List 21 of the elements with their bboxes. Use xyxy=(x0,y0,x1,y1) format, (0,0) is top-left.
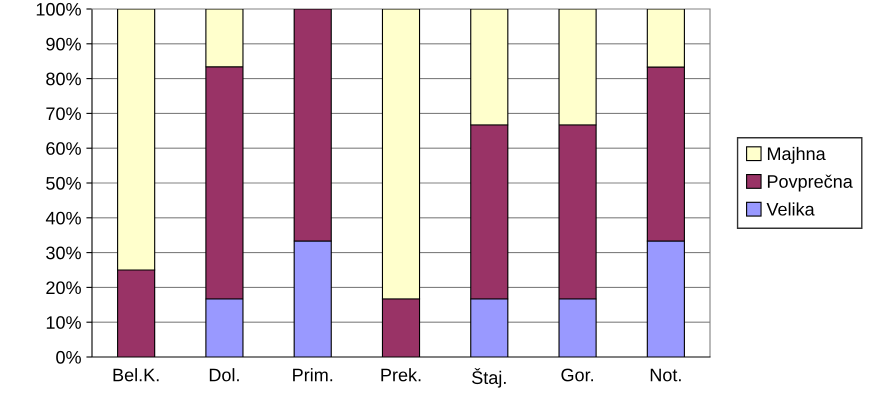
y-tick-label: 0% xyxy=(56,350,81,364)
y-tick-label: 70% xyxy=(46,107,81,120)
x-tick-label: Not. xyxy=(650,368,681,382)
x-tick-label: Prim. xyxy=(293,368,332,382)
x-tick-label: Bel.K. xyxy=(114,368,159,382)
legend-label: Povprečna xyxy=(768,174,853,192)
x-tick-label: Štaj. xyxy=(472,368,506,388)
legend-label: Velika xyxy=(766,202,815,216)
y-tick-label: 10% xyxy=(46,316,81,329)
y-tick-label: 20% xyxy=(46,281,81,294)
y-tick-label: 30% xyxy=(46,246,81,260)
y-tick-label: 90% xyxy=(46,38,81,51)
y-tick-label: 100% xyxy=(36,2,81,16)
x-tick-label: Dol. xyxy=(210,368,239,382)
x-tick-label: Prek. xyxy=(381,368,420,382)
y-tick-label: 80% xyxy=(46,72,81,86)
x-tick-label: Gor. xyxy=(561,368,593,382)
y-tick-label: 40% xyxy=(46,212,81,225)
y-tick-label: 60% xyxy=(46,142,81,155)
legend-label: Majhna xyxy=(768,146,826,164)
y-tick-label: 50% xyxy=(46,176,81,190)
